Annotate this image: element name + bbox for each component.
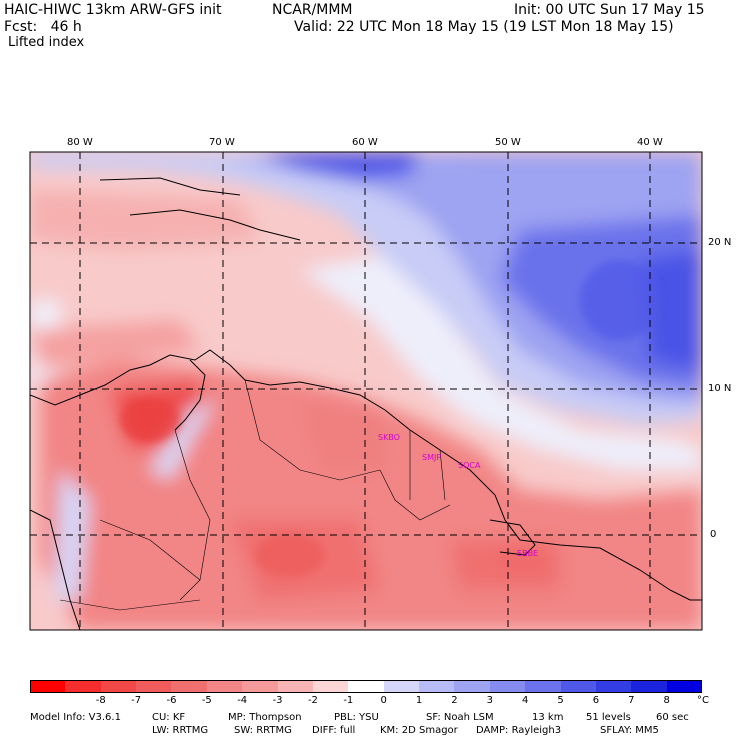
station-sbbe: SBBE [517, 549, 538, 558]
sw-scheme: SW: RRTMG [234, 725, 292, 736]
colorbar-cell [383, 680, 420, 693]
vertical-levels: 51 levels [586, 712, 631, 723]
colorbar-cell [560, 680, 597, 693]
station-soca: SOCA [458, 461, 481, 470]
lw-scheme: LW: RRTMG [152, 725, 209, 736]
lat-label-20n: 20 N [708, 237, 732, 248]
colorbar-label: -3 [272, 695, 283, 706]
colorbar-label: -1 [343, 695, 354, 706]
field-shading [30, 152, 702, 630]
map-frame [29, 151, 703, 631]
lon-label-70w: 70 W [209, 137, 235, 148]
colorbar-label: 5 [557, 695, 564, 706]
pbl-scheme: PBL: YSU [334, 712, 379, 723]
coastlines [30, 177, 702, 630]
colorbar-cell [100, 680, 137, 693]
colorbar-cell [242, 680, 279, 693]
diff-option: DIFF: full [312, 725, 356, 736]
damp-option: DAMP: Rayleigh3 [476, 725, 562, 736]
colorbar-label: 2 [451, 695, 458, 706]
valid-time: Valid: 22 UTC Mon 18 May 15 (19 LST Mon … [294, 19, 674, 35]
colorbar-label: -2 [307, 695, 318, 706]
colorbar-cell [595, 680, 632, 693]
lat-label-10n: 10 N [708, 383, 732, 394]
model-info: Model Info: V3.6.1 [30, 712, 121, 723]
colorbar-unit: °C [697, 695, 709, 706]
colorbar-cell [419, 680, 455, 693]
model-title: HAIC-HIWC 13km ARW-GFS init [4, 2, 222, 18]
cu-scheme: CU: KF [152, 712, 186, 723]
colorbar-label: -5 [201, 695, 212, 706]
mp-scheme: MP: Thompson [228, 712, 302, 723]
forecast-hour: Fcst: 46 h [4, 19, 82, 35]
km-option: KM: 2D Smagor [380, 725, 458, 736]
colorbar-cell [136, 680, 172, 693]
colorbar-label: 6 [592, 695, 600, 706]
lon-label-60w: 60 W [352, 137, 378, 148]
colorbar-cell [65, 680, 102, 693]
colorbar-label: 7 [628, 695, 635, 706]
colorbar-cell [666, 680, 703, 693]
colorbar-cell [30, 680, 66, 693]
colorbar-cell [631, 680, 668, 693]
colorbar-cell [454, 680, 491, 693]
colorbar-label: 0 [380, 695, 387, 706]
time-step: 60 sec [656, 712, 689, 723]
colorbar-cell [312, 680, 349, 693]
colorbar-cell [348, 680, 385, 693]
sflay-option: SFLAY: MM5 [600, 725, 659, 736]
colorbar-label: 4 [521, 695, 529, 706]
colorbar-label: -8 [95, 695, 106, 706]
lon-label-40w: 40 W [637, 137, 663, 148]
lon-label-50w: 50 W [495, 137, 521, 148]
graticule [30, 152, 702, 630]
colorbar-cell [277, 680, 314, 693]
lat-label-0: 0 [710, 529, 717, 540]
colorbar-cell [206, 680, 243, 693]
station-skbo: SKBO [378, 433, 400, 442]
borders [59, 379, 451, 611]
colorbar-cell [525, 680, 562, 693]
colorbar-label: 3 [486, 695, 493, 706]
colorbar-frame [30, 680, 702, 693]
colorbar-cell [171, 680, 208, 693]
grid-spacing: 13 km [532, 712, 564, 723]
colorbar-label: -4 [237, 695, 248, 706]
colorbar-label: -6 [166, 695, 177, 706]
field-name: Lifted index [8, 35, 85, 50]
org-label: NCAR/MMM [272, 2, 353, 18]
lifted-index-map: SKBO SMJP SOCA SBBE [29, 151, 703, 631]
colorbar-label: 8 [663, 695, 670, 706]
colorbar-cell [489, 680, 526, 693]
station-smjp: SMJP [422, 453, 441, 462]
sf-scheme: SF: Noah LSM [426, 712, 494, 723]
colorbar-label: -7 [131, 695, 142, 706]
init-time: Init: 00 UTC Sun 17 May 15 [514, 2, 705, 18]
colorbar-label: 1 [415, 695, 423, 706]
lon-label-80w: 80 W [67, 137, 93, 148]
